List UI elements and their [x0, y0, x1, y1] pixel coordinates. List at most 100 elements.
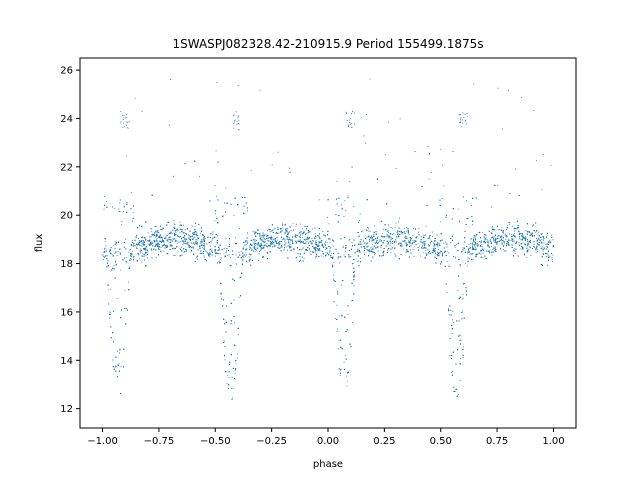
data-point	[411, 240, 413, 242]
data-point	[436, 234, 438, 236]
data-point	[536, 251, 538, 253]
data-point	[481, 244, 483, 245]
data-point	[476, 244, 478, 246]
data-point	[540, 248, 542, 250]
data-point	[318, 199, 320, 201]
data-point	[163, 250, 165, 252]
data-point	[358, 222, 360, 223]
data-point	[327, 216, 329, 218]
data-point	[246, 240, 248, 242]
data-point	[514, 233, 515, 235]
data-point	[349, 344, 351, 345]
data-point	[481, 240, 482, 242]
data-point	[119, 202, 121, 204]
data-point	[431, 235, 433, 237]
data-point	[425, 252, 427, 254]
data-point	[209, 256, 211, 258]
data-point	[159, 237, 161, 239]
data-point	[250, 264, 252, 266]
data-point	[401, 243, 403, 245]
data-point	[179, 232, 181, 234]
data-point	[412, 242, 414, 243]
data-point	[216, 195, 217, 197]
data-point	[154, 234, 156, 236]
data-point	[172, 232, 174, 234]
data-point	[328, 223, 330, 225]
data-point	[246, 202, 248, 204]
data-point	[185, 239, 187, 241]
data-point	[433, 242, 435, 244]
data-point	[458, 208, 460, 210]
data-point	[405, 233, 406, 235]
data-point	[140, 245, 142, 247]
data-point	[346, 385, 348, 387]
data-point	[104, 256, 105, 258]
data-point	[542, 246, 544, 248]
data-point	[389, 236, 391, 238]
data-point	[371, 248, 373, 250]
data-point	[143, 240, 144, 241]
data-point	[188, 235, 190, 237]
data-point	[330, 246, 332, 248]
data-point	[494, 242, 496, 243]
data-point	[193, 237, 195, 239]
data-point	[305, 232, 307, 234]
data-point	[288, 241, 290, 243]
data-point	[156, 239, 158, 241]
data-point	[414, 241, 416, 243]
data-point	[149, 243, 151, 245]
data-point	[152, 234, 154, 236]
data-point	[173, 247, 175, 249]
data-point	[551, 259, 553, 260]
data-point	[385, 236, 387, 238]
data-point	[459, 221, 461, 223]
data-point	[160, 247, 162, 249]
data-point	[464, 262, 466, 264]
data-point	[132, 245, 134, 247]
data-point	[300, 236, 302, 238]
data-point	[254, 245, 256, 247]
data-point	[547, 264, 549, 266]
data-point	[510, 240, 512, 241]
data-point	[315, 242, 317, 244]
data-point	[460, 358, 462, 359]
data-point	[451, 371, 453, 373]
data-point	[511, 237, 513, 239]
data-point	[452, 311, 454, 312]
data-point	[453, 321, 455, 323]
data-point	[201, 244, 203, 246]
data-point	[105, 256, 107, 258]
data-point	[245, 202, 247, 204]
data-point	[382, 241, 384, 243]
data-point	[209, 245, 211, 247]
data-point	[103, 208, 105, 210]
data-point	[240, 250, 242, 252]
data-point	[286, 236, 288, 238]
data-point	[376, 239, 378, 241]
data-point	[511, 239, 513, 241]
data-point	[398, 244, 400, 245]
data-point	[324, 243, 326, 245]
data-point	[300, 223, 301, 225]
data-point	[522, 242, 524, 244]
data-point	[203, 255, 205, 257]
data-point	[225, 238, 227, 240]
data-point	[533, 245, 534, 247]
data-point	[533, 244, 535, 246]
data-point	[125, 238, 127, 240]
data-point	[492, 249, 494, 250]
data-point	[173, 254, 175, 256]
data-point	[147, 251, 149, 253]
data-point	[167, 233, 169, 235]
data-point	[156, 237, 158, 239]
data-point	[248, 249, 250, 251]
data-point	[312, 240, 313, 241]
data-point	[337, 258, 339, 260]
data-point	[491, 229, 493, 230]
data-point	[191, 225, 193, 227]
data-point	[287, 228, 289, 230]
data-point	[377, 246, 379, 248]
data-point	[345, 210, 347, 212]
data-point	[147, 257, 149, 259]
data-point	[468, 250, 470, 252]
